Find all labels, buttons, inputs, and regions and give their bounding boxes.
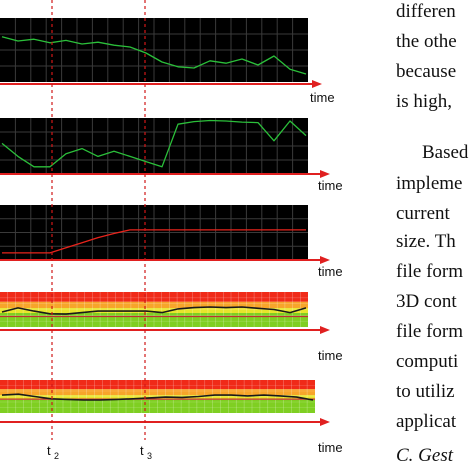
body-text-line-1: differen <box>396 1 456 22</box>
time-axis-label: time <box>310 90 335 105</box>
series-line <box>1 393 314 401</box>
time-axis-arrowhead <box>312 80 322 88</box>
timeline-panel-3: time <box>0 205 343 279</box>
event-marker-subscript-1: 2 <box>54 451 59 461</box>
body-text-line-6: impleme <box>396 173 463 194</box>
time-axis-arrowhead <box>320 170 330 178</box>
section-heading: C. Gest <box>396 445 453 466</box>
body-text-line-14: applicat <box>396 411 457 432</box>
body-text-line-3: because <box>396 61 457 82</box>
body-text-line-13: to utiliz <box>396 381 455 402</box>
body-text-line-7: current <box>396 203 450 224</box>
event-marker-label-1: t <box>47 443 51 458</box>
time-axis-arrowhead <box>320 256 330 264</box>
body-text-line-10: 3D cont <box>396 291 457 312</box>
body-text-line-11: file form <box>396 321 464 342</box>
body-text-line-2: the othe <box>396 31 457 52</box>
body-text-line-12: computi <box>396 351 459 372</box>
time-axis-label: time <box>318 264 343 279</box>
series-line <box>1 119 307 168</box>
body-text-line-5: Based <box>422 142 469 163</box>
series-line <box>1 306 307 315</box>
event-marker-subscript-2: 3 <box>147 451 152 461</box>
severity-band-1 <box>0 380 315 390</box>
body-text-line-8: size. Th <box>396 231 456 252</box>
severity-band-2 <box>0 389 315 396</box>
severity-band-3 <box>0 308 308 313</box>
timeline-panel-4: time <box>0 292 343 363</box>
series-line <box>2 229 306 254</box>
timeline-panel-2: time <box>0 118 343 193</box>
time-axis-label: time <box>318 440 343 455</box>
severity-band-4 <box>0 399 315 413</box>
timeline-panel-5: time <box>0 380 343 455</box>
series-line <box>1 36 307 75</box>
time-axis-arrowhead <box>320 326 330 334</box>
body-text-line-9: file form <box>396 261 464 282</box>
severity-band-2 <box>0 301 308 309</box>
timeline-panel-1: time <box>0 18 335 105</box>
time-axis-label: time <box>318 178 343 193</box>
time-axis-arrowhead <box>320 418 330 426</box>
event-marker-label-2: t <box>140 443 144 458</box>
time-axis-label: time <box>318 348 343 363</box>
body-text-line-4: is high, <box>396 91 452 112</box>
severity-band-1 <box>0 292 308 302</box>
